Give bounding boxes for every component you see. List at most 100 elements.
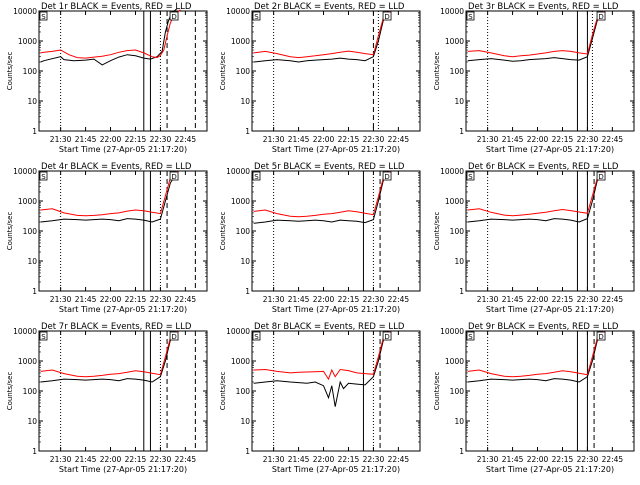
chart-title: Det 7r BLACK = Events, RED = LLD — [41, 322, 192, 332]
y-axis-label: Counts/sec — [433, 212, 441, 251]
annotation-box — [252, 171, 261, 181]
x-tick-label: 22:45 — [175, 455, 197, 464]
annotation-box — [39, 171, 48, 181]
x-tick-label: 21:45 — [288, 135, 310, 144]
y-tick-label: 10000 — [440, 327, 464, 336]
x-tick-label: 22:30 — [363, 135, 385, 144]
plot-area — [38, 10, 208, 132]
annotation-label: D — [598, 13, 603, 21]
x-tick-label: 21:30 — [50, 295, 72, 304]
plot-area — [465, 170, 635, 292]
y-tick-label: 100 — [236, 227, 251, 236]
x-tick-label: 22:30 — [363, 295, 385, 304]
y-tick-label: 1 — [245, 447, 250, 456]
chart-panel-5: Det 5r BLACK = Events, RED = LLD 1 10 100 10… — [219, 162, 421, 314]
x-tick-label: 22:30 — [150, 135, 172, 144]
x-tick-label: 22:30 — [363, 455, 385, 464]
y-tick-label: 10000 — [13, 167, 37, 176]
x-axis-label: Start Time (27-Apr-05 21:17:20) — [272, 305, 400, 314]
x-tick-label: 22:00 — [527, 295, 549, 304]
annotation-label: S — [468, 13, 473, 21]
x-tick-label: 22:00 — [313, 135, 335, 144]
series-line — [40, 9, 181, 59]
annotation-box — [39, 11, 48, 21]
x-axis-label: Start Time (27-Apr-05 21:17:20) — [59, 465, 187, 474]
annotation-label: D — [384, 333, 389, 341]
y-tick-label: 10000 — [13, 327, 37, 336]
annotation-box — [596, 11, 606, 21]
y-tick-label: 1 — [459, 127, 464, 136]
series-line — [253, 10, 391, 59]
x-tick-label: 21:45 — [75, 455, 97, 464]
y-axis-label: Counts/sec — [433, 52, 441, 91]
y-axis-label: Counts/sec — [433, 372, 441, 411]
y-tick-label: 100 — [236, 67, 251, 76]
series-line — [253, 172, 391, 224]
x-tick-label: 22:15 — [552, 295, 574, 304]
chart-title: Det 9r BLACK = Events, RED = LLD — [468, 322, 619, 332]
y-axis-label: Counts/sec — [6, 372, 14, 411]
x-tick-label: 22:45 — [388, 135, 410, 144]
plot-area — [38, 170, 208, 292]
series-line — [467, 172, 605, 223]
annotation-label: S — [468, 333, 473, 341]
x-tick-label: 22:15 — [125, 295, 147, 304]
x-tick-label: 21:30 — [477, 135, 499, 144]
annotation-label: D — [171, 13, 176, 21]
x-tick-label: 21:30 — [50, 455, 72, 464]
y-axis-label: Counts/sec — [219, 52, 227, 91]
y-tick-label: 1000 — [445, 197, 464, 206]
chart-panel-4: Det 4r BLACK = Events, RED = LLD 1 10 100 10… — [6, 162, 208, 314]
annotation-box — [466, 331, 475, 341]
plot-area — [251, 170, 421, 292]
y-tick-label: 100 — [23, 387, 38, 396]
x-tick-label: 22:30 — [577, 295, 599, 304]
annotation-label: D — [384, 13, 389, 21]
annotation-box — [169, 331, 179, 341]
series-line — [253, 170, 391, 218]
annotation-box — [382, 171, 392, 181]
series-line — [467, 170, 605, 217]
x-tick-label: 21:45 — [75, 295, 97, 304]
x-tick-label: 22:15 — [338, 295, 360, 304]
x-tick-label: 21:30 — [477, 295, 499, 304]
annotation-label: S — [254, 13, 259, 21]
y-tick-label: 100 — [236, 387, 251, 396]
annotation-box — [252, 11, 261, 21]
y-tick-label: 10 — [454, 417, 464, 426]
x-tick-label: 22:00 — [527, 135, 549, 144]
x-tick-label: 22:30 — [577, 455, 599, 464]
annotation-box — [466, 171, 475, 181]
chart-panel-8: Det 8r BLACK = Events, RED = LLD 1 10 100 10… — [219, 322, 421, 474]
x-axis-label: Start Time (27-Apr-05 21:17:20) — [486, 305, 614, 314]
x-tick-label: 22:45 — [602, 295, 624, 304]
y-tick-label: 1 — [245, 287, 250, 296]
y-tick-label: 10 — [454, 97, 464, 106]
y-tick-label: 1 — [459, 447, 464, 456]
chart-title: Det 3r BLACK = Events, RED = LLD — [468, 2, 619, 12]
chart-title: Det 6r BLACK = Events, RED = LLD — [468, 162, 619, 172]
y-tick-label: 1 — [459, 287, 464, 296]
x-axis-label: Start Time (27-Apr-05 21:17:20) — [486, 465, 614, 474]
chart-title: Det 5r BLACK = Events, RED = LLD — [254, 162, 405, 172]
annotation-label: S — [254, 333, 259, 341]
plot-area — [38, 330, 208, 452]
plot-area — [251, 10, 421, 132]
chart-title: Det 2r BLACK = Events, RED = LLD — [254, 2, 405, 12]
y-tick-label: 100 — [23, 227, 38, 236]
x-tick-label: 22:00 — [527, 455, 549, 464]
plot-area — [465, 330, 635, 452]
chart-title: Det 4r BLACK = Events, RED = LLD — [41, 162, 192, 172]
x-tick-label: 22:30 — [150, 455, 172, 464]
y-tick-label: 1000 — [18, 357, 37, 366]
annotation-label: S — [468, 173, 473, 181]
annotation-box — [596, 331, 606, 341]
annotation-box — [252, 331, 261, 341]
annotation-box — [169, 11, 179, 21]
chart-panel-1: Det 1r BLACK = Events, RED = LLD 1 10 100 10… — [6, 2, 208, 154]
x-tick-label: 21:30 — [263, 135, 285, 144]
x-tick-label: 22:45 — [388, 295, 410, 304]
x-axis-label: Start Time (27-Apr-05 21:17:20) — [486, 145, 614, 154]
series-line — [253, 330, 391, 381]
